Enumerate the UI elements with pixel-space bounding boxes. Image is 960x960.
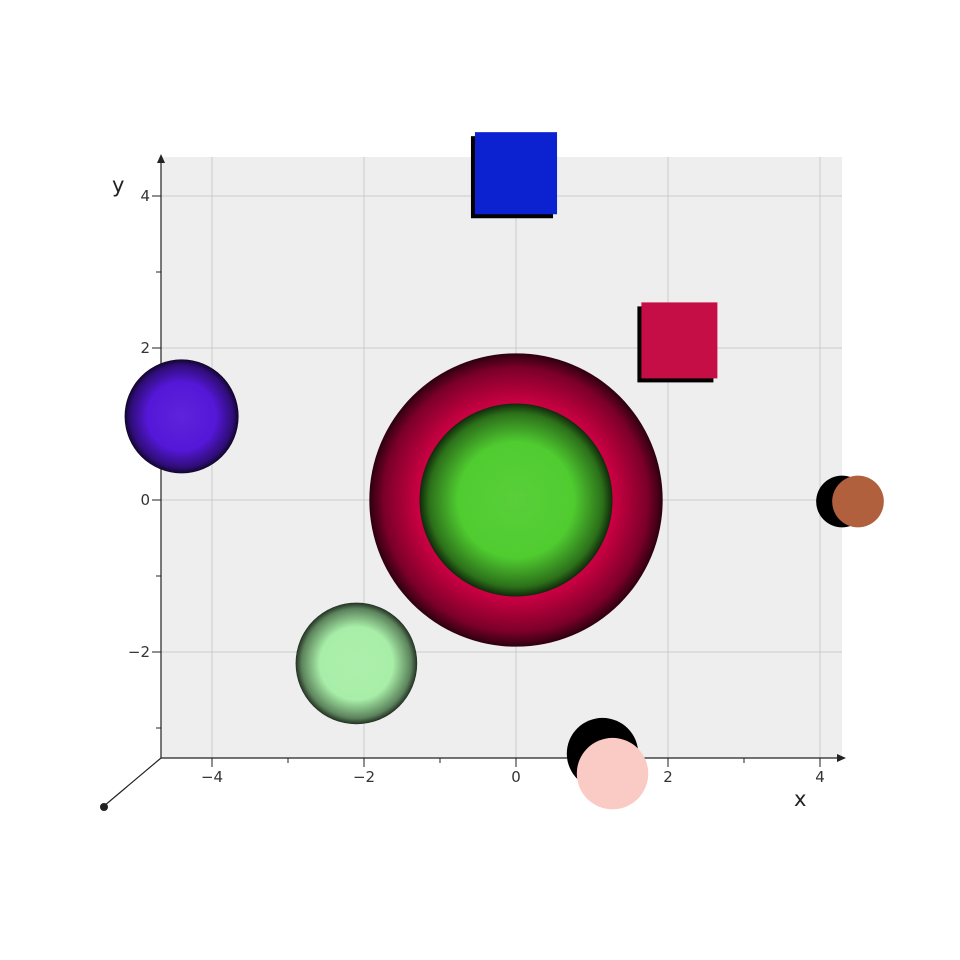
x-tick-label: 2 (663, 768, 673, 786)
z-axis-line (103, 757, 162, 807)
pink-sphere-body (576, 737, 649, 810)
y-tick-label: −2 (128, 643, 150, 661)
crimson-cube-front-face (641, 302, 718, 379)
x-tick-label: −4 (201, 768, 223, 786)
y-tick-label: 0 (140, 491, 150, 509)
green-sphere (419, 403, 613, 597)
indigo-sphere (124, 359, 239, 474)
copper-sphere (816, 475, 884, 528)
pale-green-sphere (295, 602, 418, 725)
y-tick-label: 2 (140, 339, 150, 357)
y-tick-label: 4 (140, 187, 150, 205)
x-axis-arrow (837, 754, 846, 762)
x-tick-label: 0 (511, 768, 521, 786)
pink-sphere (566, 717, 649, 810)
y-axis-arrow (157, 154, 165, 163)
scene-objects (124, 132, 884, 810)
x-axis-label: x (794, 787, 806, 811)
x-tick-label: −2 (353, 768, 375, 786)
blue-cube (470, 132, 558, 219)
crimson-cube (637, 302, 718, 383)
x-tick-label: 4 (815, 768, 825, 786)
y-axis-label: y (112, 173, 124, 197)
z-axis-end-dot (100, 803, 108, 811)
copper-sphere-body (832, 475, 884, 528)
blue-cube-front-face (474, 132, 558, 215)
tick-marks: −4 −2 0 2 4 4 2 0 −2 (128, 187, 825, 786)
